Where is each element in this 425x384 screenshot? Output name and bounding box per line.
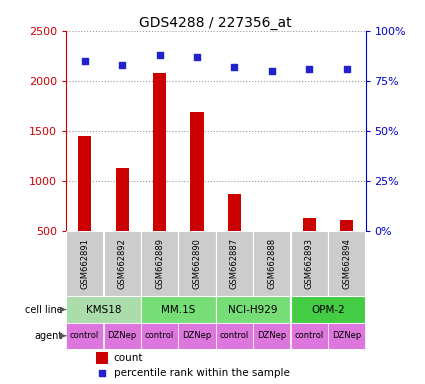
Bar — [141, 231, 178, 296]
Bar — [104, 231, 141, 296]
Bar — [141, 323, 178, 349]
Text: control: control — [295, 331, 324, 340]
Title: GDS4288 / 227356_at: GDS4288 / 227356_at — [139, 16, 292, 30]
Text: GSM662891: GSM662891 — [80, 238, 89, 289]
Bar — [328, 231, 366, 296]
Text: count: count — [114, 353, 143, 363]
Point — [306, 66, 313, 72]
Text: control: control — [70, 331, 99, 340]
Point — [119, 62, 125, 68]
Text: DZNep: DZNep — [108, 331, 137, 340]
Text: agent: agent — [34, 331, 63, 341]
Text: GSM662892: GSM662892 — [118, 238, 127, 289]
Text: GSM662894: GSM662894 — [342, 238, 351, 289]
Bar — [340, 220, 353, 281]
Point — [156, 52, 163, 58]
Text: MM.1S: MM.1S — [161, 305, 196, 314]
Text: DZNep: DZNep — [332, 331, 361, 340]
Bar — [216, 296, 290, 323]
Bar — [66, 231, 103, 296]
Text: DZNep: DZNep — [257, 331, 286, 340]
Bar — [104, 323, 141, 349]
Point — [99, 370, 105, 376]
Bar — [216, 231, 253, 296]
Bar — [116, 168, 129, 281]
Bar — [303, 218, 316, 281]
Text: KMS18: KMS18 — [85, 305, 121, 314]
Text: GSM662889: GSM662889 — [155, 238, 164, 289]
Text: GSM662888: GSM662888 — [267, 238, 276, 289]
Point — [81, 58, 88, 64]
Text: control: control — [220, 331, 249, 340]
Bar — [178, 323, 215, 349]
Point — [193, 54, 200, 60]
Bar — [253, 231, 290, 296]
Text: DZNep: DZNep — [182, 331, 212, 340]
Point — [231, 64, 238, 70]
Text: NCI-H929: NCI-H929 — [228, 305, 278, 314]
Bar — [265, 231, 278, 281]
Bar — [66, 323, 103, 349]
Text: control: control — [145, 331, 174, 340]
Text: percentile rank within the sample: percentile rank within the sample — [114, 368, 290, 378]
Point — [343, 66, 350, 72]
Text: GSM662890: GSM662890 — [193, 238, 201, 289]
Text: OPM-2: OPM-2 — [311, 305, 345, 314]
Bar — [228, 194, 241, 281]
Bar — [291, 231, 328, 296]
Text: GSM662893: GSM662893 — [305, 238, 314, 289]
Bar — [178, 231, 215, 296]
Text: cell line: cell line — [25, 305, 63, 314]
Text: GSM662887: GSM662887 — [230, 238, 239, 289]
Bar — [291, 296, 366, 323]
Point — [269, 68, 275, 74]
Bar — [190, 112, 204, 281]
Bar — [216, 323, 253, 349]
Bar — [96, 352, 108, 364]
Bar — [141, 296, 215, 323]
Bar — [153, 73, 166, 281]
Bar — [291, 323, 328, 349]
Bar — [78, 136, 91, 281]
Bar — [328, 323, 366, 349]
Bar — [66, 296, 141, 323]
Bar — [253, 323, 290, 349]
